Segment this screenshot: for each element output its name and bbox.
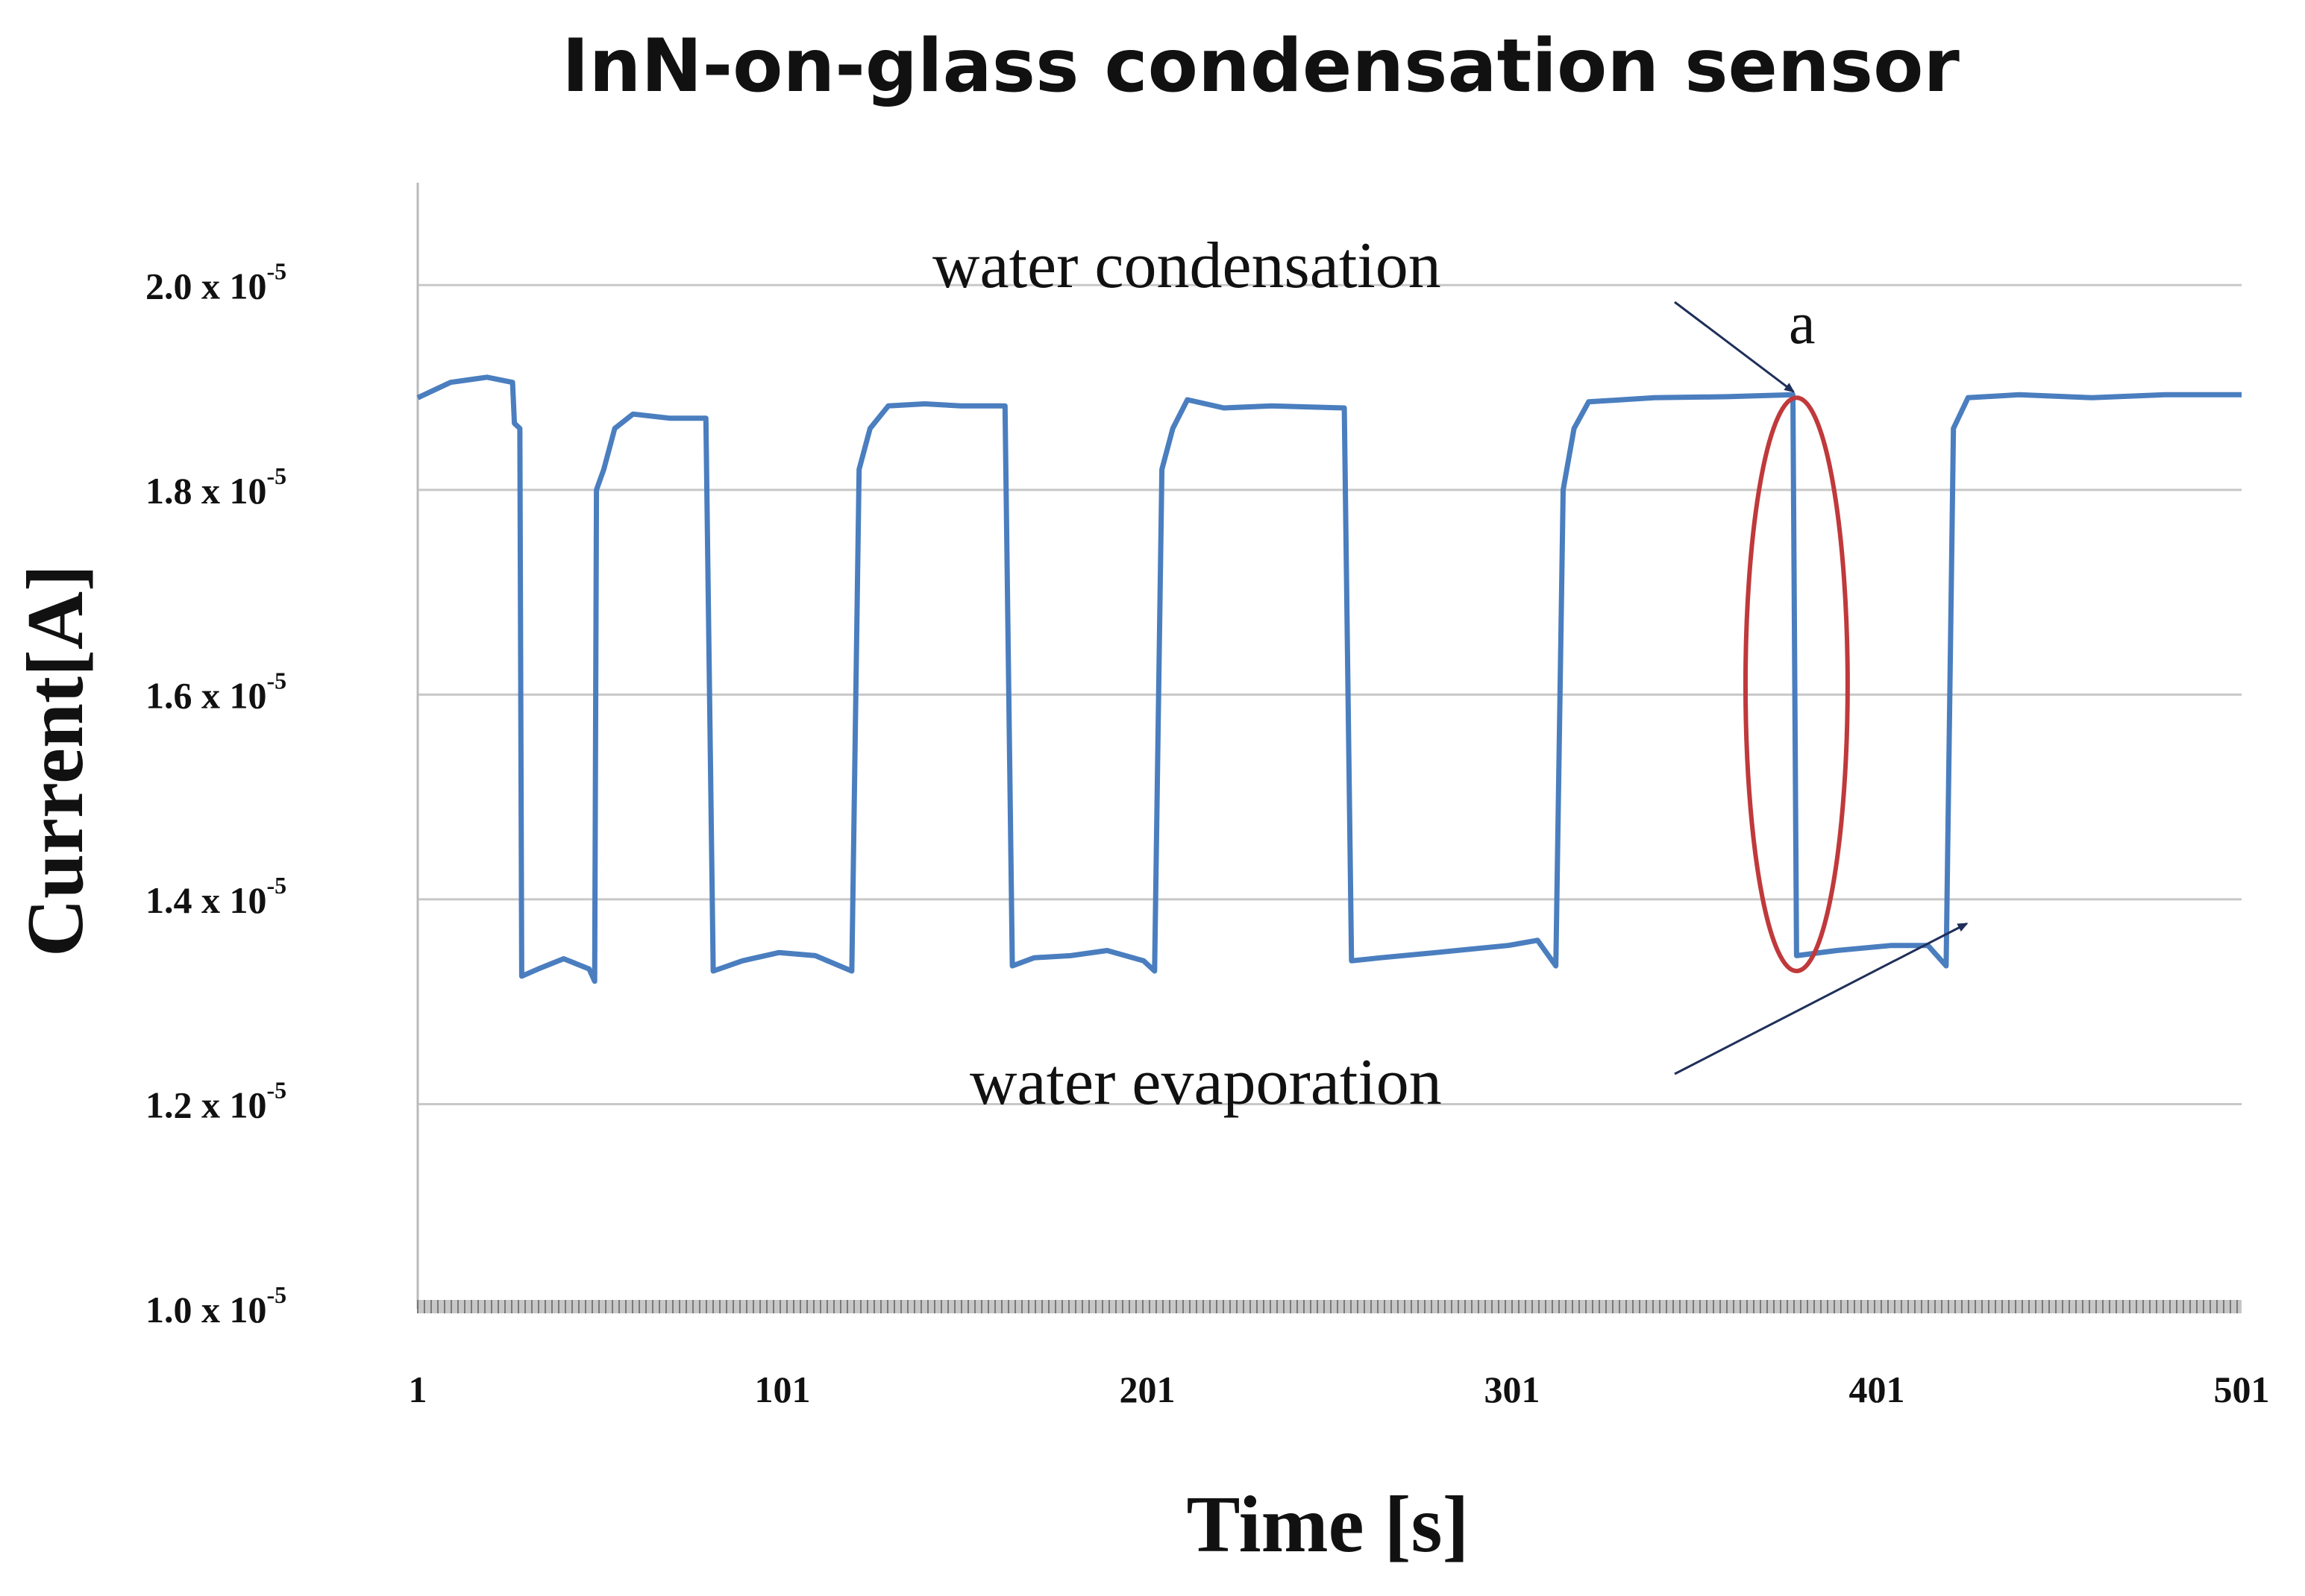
x-axis-baseline	[417, 1300, 2242, 1313]
annotation-water-condensation: water condensation	[932, 230, 1441, 302]
y-tick-label-3: 1.6 x 10-5	[145, 667, 286, 716]
y-tick-mantissa: 1.6 x 10	[145, 674, 267, 716]
y-tick-mantissa: 1.8 x 10	[145, 470, 267, 512]
y-tick-mantissa: 2.0 x 10	[145, 265, 267, 307]
x-axis-label: Time [s]	[1187, 1480, 1470, 1569]
gridlines	[418, 283, 2242, 1105]
y-tick-label-2: 1.4 x 10-5	[145, 872, 286, 921]
y-axis-label: Current[A]	[11, 565, 100, 957]
y-tick-exponent: -5	[267, 1076, 287, 1103]
y-tick-mantissa: 1.2 x 10	[145, 1084, 267, 1125]
y-tick-exponent: -5	[267, 667, 287, 694]
y-tick-exponent: -5	[267, 872, 287, 899]
chart-title: InN-on-glass condensation sensor	[562, 24, 1960, 109]
y-tick-labels: 1.0 x 10-51.2 x 10-51.4 x 10-51.6 x 10-5…	[145, 257, 286, 1330]
y-tick-label-4: 1.8 x 10-5	[145, 462, 286, 512]
x-tick-label-1: 101	[755, 1369, 811, 1410]
arrow-evaporation	[1674, 923, 1969, 1075]
x-tick-label-2: 201	[1120, 1369, 1176, 1410]
annotation-water-evaporation: water evaporation	[970, 1046, 1442, 1119]
y-tick-label-5: 2.0 x 10-5	[145, 257, 286, 307]
y-tick-exponent: -5	[267, 462, 287, 489]
x-tick-label-3: 301	[1484, 1369, 1540, 1410]
y-tick-label-0: 1.0 x 10-5	[145, 1281, 286, 1330]
y-tick-label-1: 1.2 x 10-5	[145, 1076, 286, 1125]
x-tick-label-0: 1	[409, 1369, 427, 1410]
x-tick-label-5: 501	[2214, 1369, 2270, 1410]
y-tick-exponent: -5	[267, 257, 287, 284]
y-tick-mantissa: 1.4 x 10	[145, 879, 267, 921]
arrow-condensation	[1674, 301, 1796, 393]
y-tick-exponent: -5	[267, 1281, 287, 1308]
highlight-ellipse	[1743, 395, 1850, 973]
series-line-current	[416, 374, 2242, 984]
x-tick-label-4: 401	[1849, 1369, 1905, 1410]
x-tick-labels: 1 101 201 301 401 501	[409, 1369, 2270, 1410]
annotation-marker-a: a	[1789, 291, 1816, 356]
y-tick-mantissa: 1.0 x 10	[145, 1289, 267, 1330]
